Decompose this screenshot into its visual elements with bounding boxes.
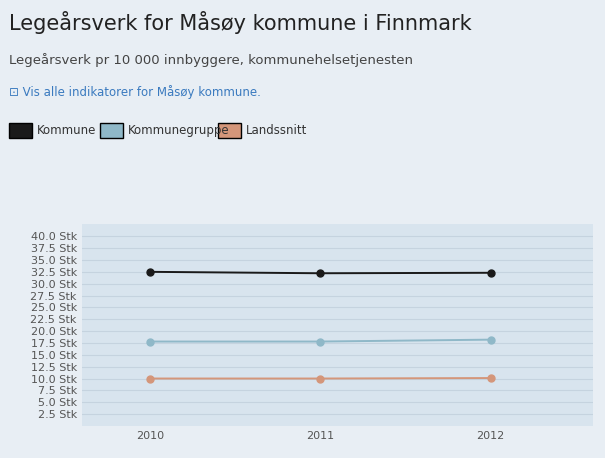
Text: Kommune: Kommune — [37, 124, 96, 137]
Text: Legeårsverk for Måsøy kommune i Finnmark: Legeårsverk for Måsøy kommune i Finnmark — [9, 11, 472, 34]
Text: Legeårsverk pr 10 000 innbyggere, kommunehelsetjenesten: Legeårsverk pr 10 000 innbyggere, kommun… — [9, 53, 413, 66]
Text: Landssnitt: Landssnitt — [246, 124, 307, 137]
Text: ⊡ Vis alle indikatorer for Måsøy kommune.: ⊡ Vis alle indikatorer for Måsøy kommune… — [9, 85, 261, 98]
Text: Kommunegruppe: Kommunegruppe — [128, 124, 230, 137]
